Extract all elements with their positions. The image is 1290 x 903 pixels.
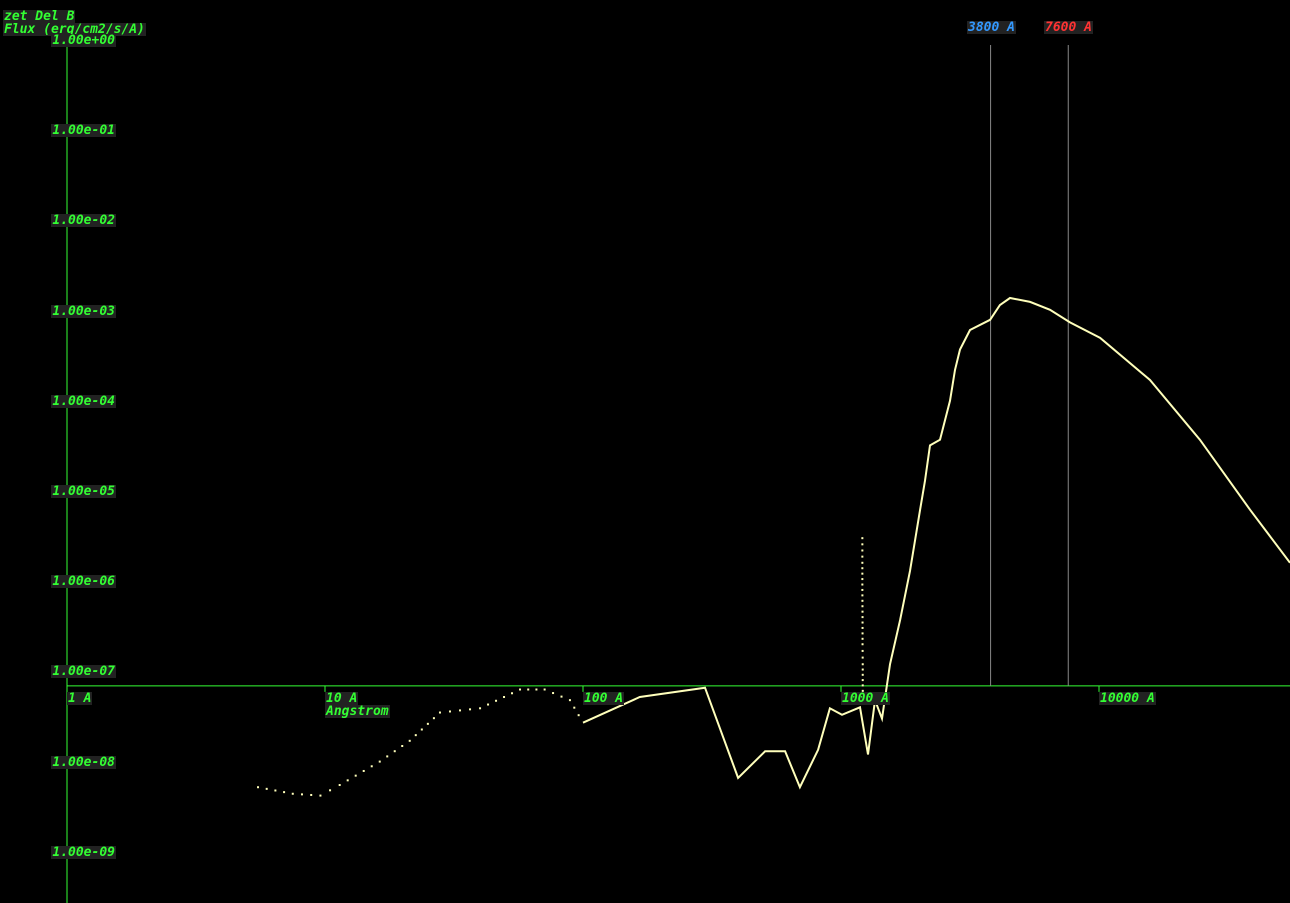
spectrum-point xyxy=(861,599,864,602)
spectrum-point xyxy=(420,728,423,731)
y-tick-label: 1.00e-08 xyxy=(51,755,116,770)
spectrum-point xyxy=(560,695,563,698)
spectrum-point xyxy=(479,707,482,710)
spectrum-point xyxy=(469,708,472,711)
spectrum-point xyxy=(861,626,864,629)
spectrum-point xyxy=(861,656,864,659)
y-tick-label: 1.00e-05 xyxy=(51,484,116,499)
spectrum-point xyxy=(861,637,864,640)
spectrum-point xyxy=(861,616,864,619)
spectrum-point xyxy=(535,688,538,691)
y-tick-label: 1.00e+00 xyxy=(51,33,116,48)
y-tick-label: 1.00e-06 xyxy=(51,574,116,589)
spectrum-point xyxy=(861,689,864,692)
spectrum-point xyxy=(432,717,435,720)
spectrum-point xyxy=(408,739,411,742)
spectrum-point xyxy=(354,774,357,777)
spectrum-point xyxy=(511,692,514,695)
marker-label: 7600 A xyxy=(1044,20,1093,35)
spectrum-point xyxy=(861,605,864,608)
spectrum-point xyxy=(310,793,313,796)
spectrum-point xyxy=(861,668,864,671)
spectrum-point xyxy=(861,537,864,540)
spectrum-point xyxy=(503,696,506,699)
spectrum-point xyxy=(370,765,373,768)
spectrum-point xyxy=(861,594,864,597)
spectrum-point xyxy=(274,789,277,792)
spectrum-point xyxy=(329,789,332,792)
chart-title: zet Del B xyxy=(3,9,76,24)
spectrum-point xyxy=(414,734,417,737)
spectrum-point xyxy=(577,714,580,717)
x-tick-label: 10 A xyxy=(325,690,359,706)
spectrum-point xyxy=(265,787,268,790)
spectrum-point xyxy=(438,711,441,714)
spectrum-point xyxy=(319,794,322,797)
y-tick-label: 1.00e-03 xyxy=(51,304,116,319)
spectrum-point xyxy=(861,632,864,635)
y-tick-label: 1.00e-02 xyxy=(51,213,116,228)
spectrum-point xyxy=(362,769,365,772)
spectrum-point xyxy=(448,710,451,713)
spectrum-point xyxy=(861,561,864,564)
spectrum-point xyxy=(861,643,864,646)
spectrum-point xyxy=(257,786,260,789)
spectrum-point xyxy=(861,578,864,581)
spectrum-point xyxy=(291,792,294,795)
spectrum-point xyxy=(861,649,864,652)
spectrum-point xyxy=(861,673,864,676)
y-tick-label: 1.00e-04 xyxy=(51,394,116,409)
spectrum-point xyxy=(487,703,490,706)
marker-label: 3800 A xyxy=(967,20,1016,35)
spectrum-point xyxy=(426,722,429,725)
spectrum-point xyxy=(861,621,864,624)
spectrum-point xyxy=(519,688,522,691)
spectrum-point xyxy=(861,583,864,586)
y-tick-label: 1.00e-07 xyxy=(51,664,116,679)
spectrum-point xyxy=(346,779,349,782)
spectrum-point xyxy=(861,572,864,575)
spectrum-point xyxy=(543,688,546,691)
spectrum-point xyxy=(495,699,498,702)
spectrum-point xyxy=(861,543,864,546)
spectrum-point xyxy=(393,750,396,753)
y-tick-label: 1.00e-01 xyxy=(51,123,116,138)
spectrum-point xyxy=(861,588,864,591)
spectrum-point xyxy=(861,567,864,570)
spectrum-point xyxy=(861,684,864,687)
x-tick-label: 1000 A xyxy=(841,690,890,706)
spectrum-point xyxy=(378,760,381,763)
spectrum-point xyxy=(861,549,864,552)
spectrum-point xyxy=(401,745,404,748)
spectrum-point xyxy=(527,688,530,691)
spectrum-point xyxy=(459,709,462,712)
spectrum-line xyxy=(582,296,1290,790)
x-tick-label: 100 A xyxy=(583,690,625,706)
spectrum-point xyxy=(861,663,864,666)
spectrum-point xyxy=(573,706,576,709)
spectrum-point xyxy=(386,755,389,758)
spectrum-point xyxy=(861,555,864,558)
y-axis-label: Flux (erg/cm2/s/A) xyxy=(3,22,146,37)
spectrum-point xyxy=(861,679,864,682)
x-axis-label: Angstrom xyxy=(325,704,390,719)
spectrum-point xyxy=(568,699,571,702)
spectrum-point xyxy=(300,793,303,796)
x-tick-label: 1 A xyxy=(67,690,93,706)
y-tick-label: 1.00e-09 xyxy=(51,845,116,860)
spectrum-point xyxy=(861,610,864,613)
spectrum-point xyxy=(283,791,286,794)
spectrum-point xyxy=(552,692,555,695)
x-tick-label: 10000 A xyxy=(1099,690,1156,706)
spectrum-point xyxy=(338,784,341,787)
